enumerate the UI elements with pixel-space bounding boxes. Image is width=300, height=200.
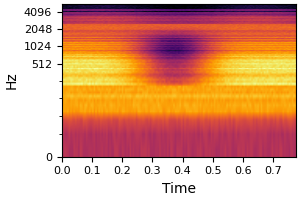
X-axis label: Time: Time — [162, 182, 196, 196]
Y-axis label: Hz: Hz — [4, 71, 18, 89]
